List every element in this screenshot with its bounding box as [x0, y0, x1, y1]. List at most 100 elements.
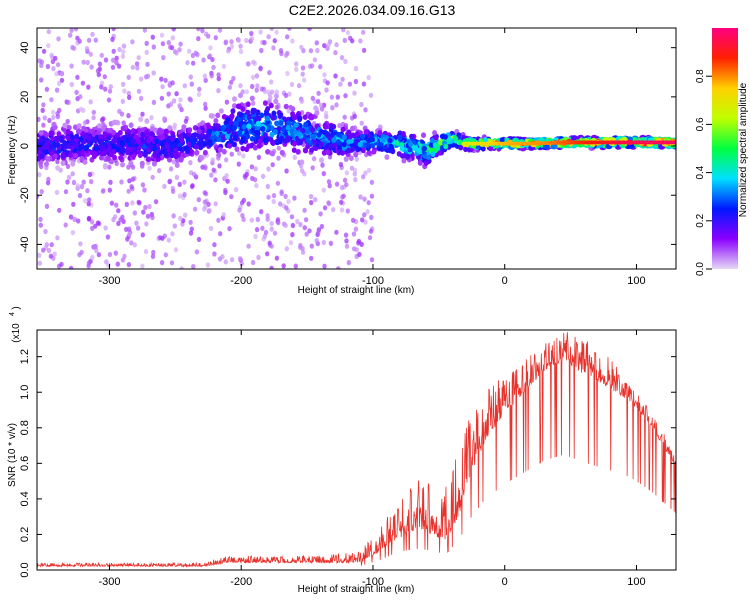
heatmap-cell	[166, 237, 171, 243]
heatmap-cell	[149, 131, 155, 137]
heatmap-cell	[302, 225, 307, 231]
heatmap-cell	[295, 149, 301, 155]
heatmap-cell	[213, 35, 218, 41]
heatmap-cell	[41, 48, 47, 54]
heatmap-cell	[325, 149, 331, 155]
heatmap-cell	[144, 221, 149, 227]
heatmap-cell	[169, 260, 175, 266]
heatmap-cell	[348, 155, 354, 161]
heatmap-cell	[309, 255, 314, 261]
heatmap-cell	[237, 150, 242, 156]
heatmap-cell	[221, 134, 226, 141]
heatmap-cell	[86, 37, 92, 43]
heatmap-cell	[360, 133, 366, 140]
heatmap-cell	[150, 174, 155, 180]
heatmap-cell	[86, 135, 92, 142]
heatmap-cell	[245, 101, 251, 107]
heatmap-cell	[177, 133, 183, 140]
heatmap-cell	[203, 77, 208, 83]
heatmap-cell	[118, 155, 124, 161]
heatmap-cell	[316, 132, 322, 138]
heatmap-cell	[144, 129, 150, 135]
heatmap-cell	[333, 73, 338, 79]
heatmap-cell	[570, 135, 578, 141]
heatmap-cell	[361, 81, 367, 87]
heatmap-cell	[358, 194, 363, 200]
heatmap-cell	[269, 131, 275, 138]
heatmap-cell	[246, 61, 251, 67]
heatmap-cell	[113, 214, 118, 220]
heatmap-cell	[106, 97, 112, 103]
x-tick-label: -300	[98, 275, 120, 287]
heatmap-cell	[126, 113, 131, 119]
heatmap-cell	[266, 166, 271, 172]
heatmap-cell	[116, 208, 121, 214]
heatmap-cell	[68, 32, 73, 38]
heatmap-cell	[256, 143, 262, 149]
heatmap-cell	[246, 243, 251, 249]
heatmap-cell	[327, 183, 332, 189]
heatmap-cell	[150, 253, 156, 259]
heatmap-cell	[214, 130, 220, 137]
heatmap-cell	[173, 153, 179, 160]
heatmap-cell	[209, 73, 214, 79]
heatmap-cell	[260, 126, 266, 132]
heatmap-cell	[140, 182, 146, 188]
heatmap-cell	[68, 265, 74, 269]
heatmap-cell	[244, 89, 249, 95]
x-tick-label: -100	[362, 576, 384, 588]
heatmap-cell	[229, 151, 234, 157]
heatmap-cell	[89, 64, 94, 70]
heatmap-cell	[197, 86, 202, 92]
heatmap-cell	[90, 254, 95, 261]
heatmap-cell	[265, 183, 270, 190]
heatmap-cell	[38, 130, 44, 136]
heatmap-cell	[302, 114, 308, 120]
heatmap-cell	[221, 212, 226, 218]
heatmap-cell	[336, 131, 342, 138]
heatmap-cell	[316, 229, 321, 235]
heatmap-cell	[254, 129, 260, 136]
heatmap-cell	[253, 233, 258, 240]
heatmap-cell	[340, 126, 346, 133]
heatmap-cell	[368, 92, 374, 98]
heatmap-cell	[237, 207, 242, 213]
heatmap-cell	[348, 35, 353, 41]
heatmap-cell	[290, 222, 296, 229]
heatmap-cell	[178, 156, 184, 163]
heatmap-cell	[339, 185, 345, 191]
heatmap-cell	[362, 196, 367, 202]
heatmap-cell	[359, 120, 364, 126]
heatmap-cell	[122, 134, 128, 141]
heatmap-cell	[254, 227, 260, 233]
heatmap-cell	[202, 149, 208, 156]
heatmap-cell	[246, 143, 252, 149]
heatmap-cell	[39, 153, 45, 159]
heatmap-cell	[202, 190, 207, 196]
heatmap-cell	[284, 246, 289, 252]
heatmap-cell	[235, 103, 241, 110]
heatmap-cell	[268, 95, 273, 101]
heatmap-cell	[140, 111, 145, 117]
heatmap-cell	[370, 142, 376, 149]
heatmap-cell	[48, 253, 54, 259]
x-axis-label: Height of straight line (km)	[298, 285, 415, 296]
heatmap-cell	[99, 155, 104, 161]
heatmap-cell	[75, 183, 81, 189]
heatmap-cell	[120, 125, 126, 132]
heatmap-cell	[51, 66, 56, 72]
heatmap-cell	[136, 88, 142, 94]
heatmap-cell	[46, 176, 51, 182]
heatmap-cell	[50, 109, 56, 115]
heatmap-cell	[488, 145, 494, 152]
heatmap-cell	[55, 165, 61, 171]
heatmap-cell	[432, 130, 438, 136]
heatmap-cell	[349, 165, 355, 171]
heatmap-cell	[259, 209, 264, 215]
heatmap-cell	[72, 45, 77, 51]
heatmap-cell	[312, 145, 318, 151]
heatmap-cell	[310, 127, 316, 133]
heatmap-cell	[269, 220, 274, 227]
heatmap-cell	[162, 116, 167, 122]
